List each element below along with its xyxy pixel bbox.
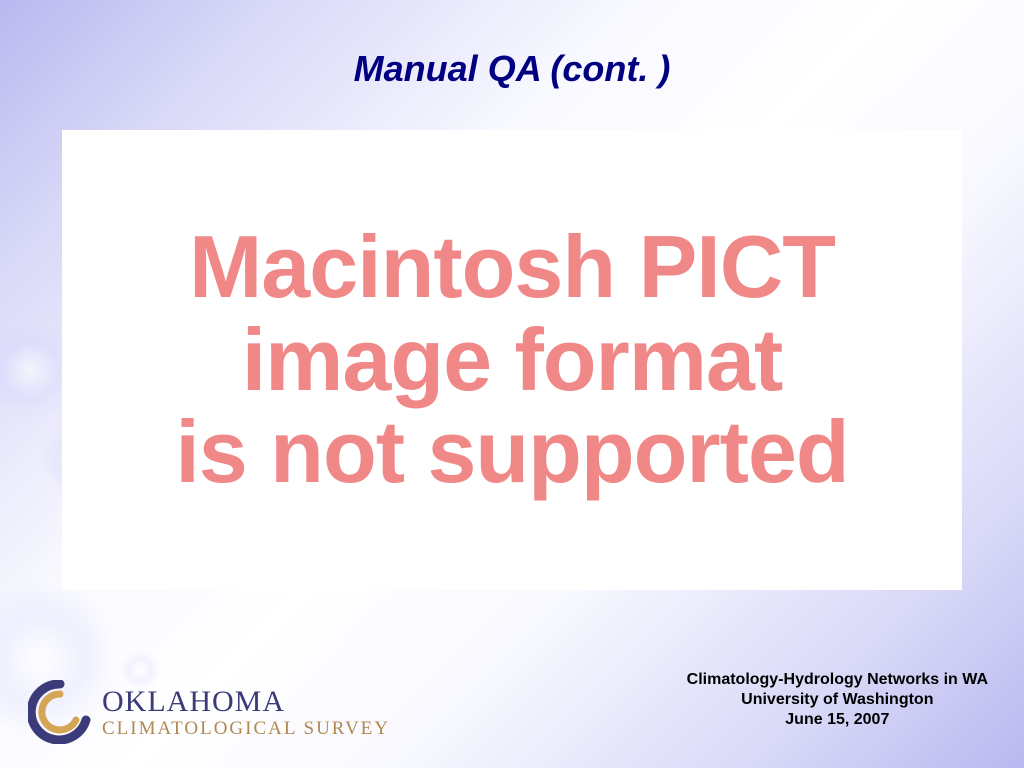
pict-line: is not supported (175, 406, 848, 498)
footer-line: June 15, 2007 (687, 710, 988, 730)
footer-line: Climatology-Hydrology Networks in WA (687, 670, 988, 690)
content-placeholder: Macintosh PICT image format is not suppo… (62, 130, 962, 590)
slide: Manual QA (cont. ) Macintosh PICT image … (0, 0, 1024, 768)
slide-title: Manual QA (cont. ) (0, 48, 1024, 90)
logo-text: OKLAHOMA CLIMATOLOGICAL SURVEY (102, 687, 390, 738)
logo-top-word: OKLAHOMA (102, 687, 390, 717)
pict-error-message: Macintosh PICT image format is not suppo… (175, 221, 848, 498)
org-logo: OKLAHOMA CLIMATOLOGICAL SURVEY (28, 680, 390, 744)
pict-line: Macintosh PICT (175, 221, 848, 313)
pict-line: image format (175, 314, 848, 406)
footer-attribution: Climatology-Hydrology Networks in WA Uni… (687, 670, 988, 730)
logo-bottom-words: CLIMATOLOGICAL SURVEY (102, 719, 390, 738)
footer-line: University of Washington (687, 690, 988, 710)
logo-mark-icon (28, 680, 92, 744)
